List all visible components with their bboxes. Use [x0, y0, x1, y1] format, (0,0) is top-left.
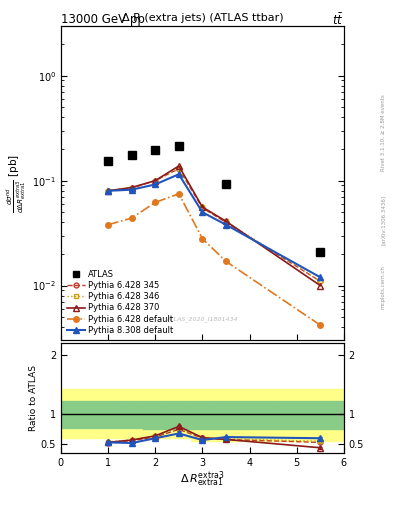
Legend: ATLAS, Pythia 6.428 345, Pythia 6.428 346, Pythia 6.428 370, Pythia 6.428 defaul: ATLAS, Pythia 6.428 345, Pythia 6.428 34…	[65, 269, 175, 336]
Line: ATLAS: ATLAS	[104, 142, 324, 255]
Y-axis label: $\frac{d\sigma^{nd}}{d\Delta R_{extra1}^{extra3}}$ [pb]: $\frac{d\sigma^{nd}}{d\Delta R_{extra1}^…	[5, 154, 28, 212]
Text: Rivet 3.1.10, ≥ 2.8M events: Rivet 3.1.10, ≥ 2.8M events	[381, 95, 386, 172]
ATLAS	[129, 152, 134, 158]
Text: $t\bar{t}$: $t\bar{t}$	[332, 13, 344, 28]
ATLAS	[224, 181, 228, 187]
Text: mcplots.cern.ch: mcplots.cern.ch	[381, 265, 386, 309]
ATLAS	[318, 249, 323, 255]
ATLAS	[153, 147, 158, 153]
Title: Δ R (extra jets) (ATLAS ttbar): Δ R (extra jets) (ATLAS ttbar)	[121, 13, 283, 24]
Text: ATLAS_2020_I1801434: ATLAS_2020_I1801434	[167, 316, 238, 322]
Text: 13000 GeV pp: 13000 GeV pp	[61, 13, 145, 26]
X-axis label: $\Delta\,R^{\mathrm{extra3}}_{\mathrm{extra1}}$: $\Delta\,R^{\mathrm{extra3}}_{\mathrm{ex…	[180, 470, 225, 489]
ATLAS	[106, 158, 110, 164]
Text: [arXiv:1306.3436]: [arXiv:1306.3436]	[381, 195, 386, 245]
ATLAS	[176, 143, 181, 149]
Y-axis label: Ratio to ATLAS: Ratio to ATLAS	[29, 365, 38, 431]
